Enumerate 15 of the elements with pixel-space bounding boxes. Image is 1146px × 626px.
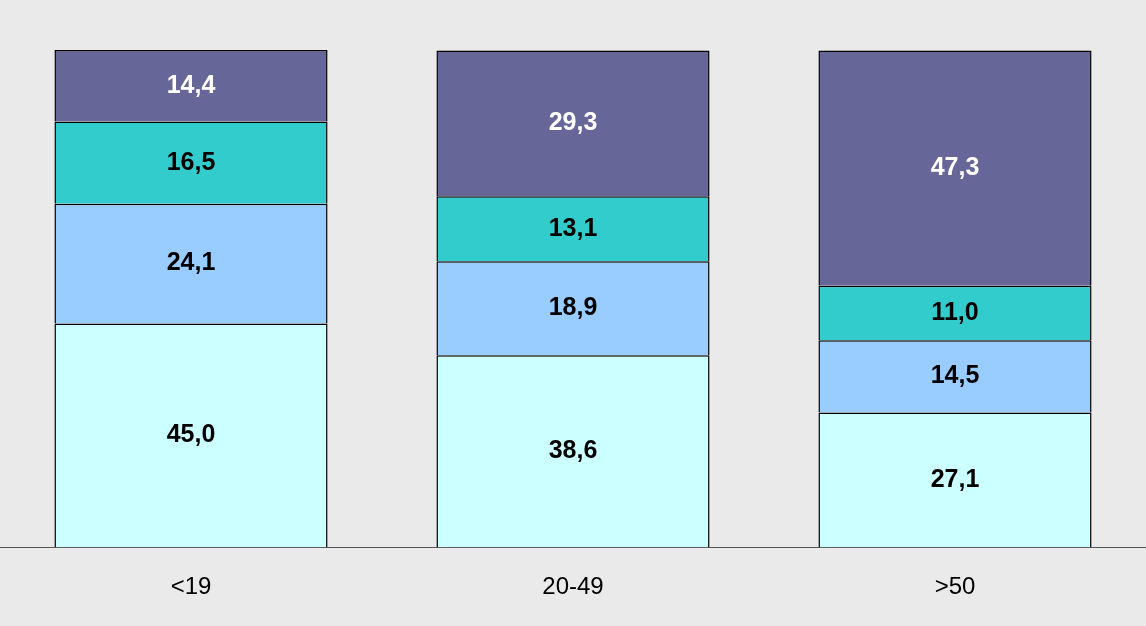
data-label: 38,6 <box>548 435 598 464</box>
data-label: 13,1 <box>548 212 598 241</box>
data-label: 27,1 <box>930 463 980 492</box>
data-label: 14,5 <box>930 360 980 389</box>
data-label: 11,0 <box>931 296 979 325</box>
data-label: 18,9 <box>548 292 598 321</box>
data-label: 45,0 <box>166 419 216 448</box>
data-label: 29,3 <box>548 107 598 136</box>
x-tick-label: <19 <box>170 572 212 600</box>
data-label: 47,3 <box>930 151 980 180</box>
data-label: 16,5 <box>166 146 216 175</box>
data-label: 24,1 <box>166 247 216 276</box>
data-label: 14,4 <box>166 69 216 98</box>
x-tick-label: 20-49 <box>542 572 604 600</box>
x-tick-label: >50 <box>934 572 976 600</box>
